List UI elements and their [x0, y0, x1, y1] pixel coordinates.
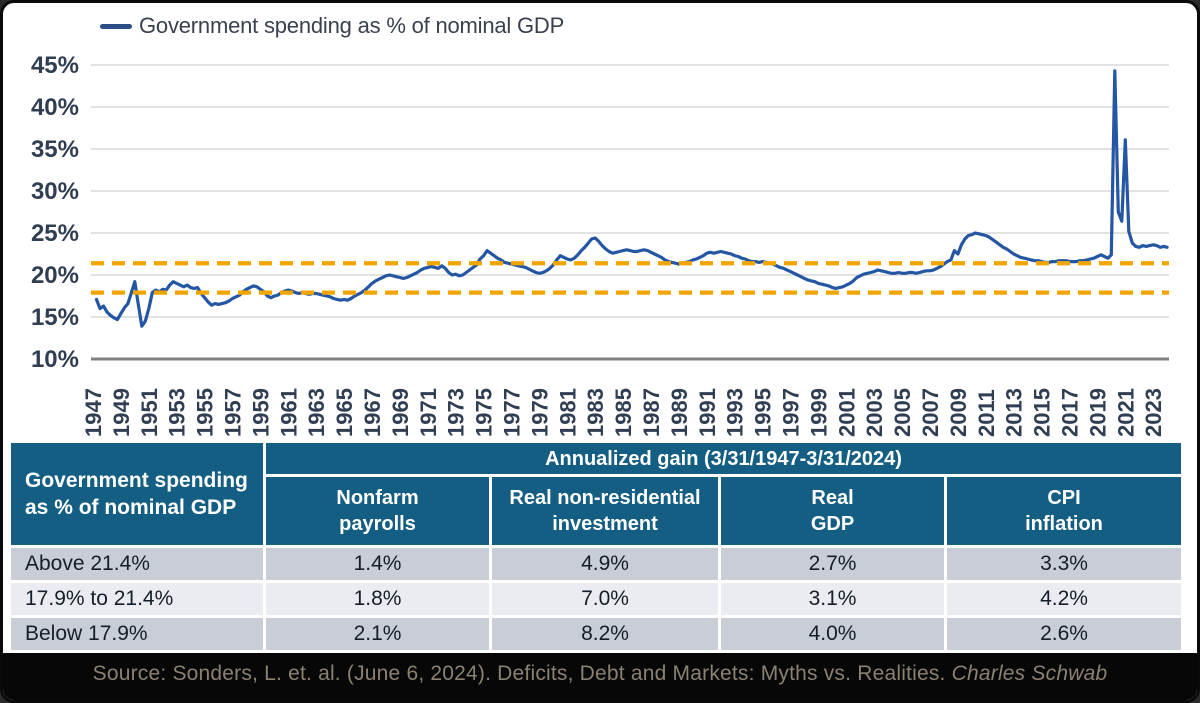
x-tick-label: 1971: [416, 388, 441, 437]
header-gap: [266, 474, 1181, 477]
x-tick-label: 1949: [109, 388, 134, 437]
row-label: Below 17.9%: [11, 618, 263, 650]
x-tick-label: 2019: [1085, 388, 1110, 437]
spending-chart-svg: 45% 40% 35% 30% 25% 20% 15% 10%1947 1949 1951 1953…: [31, 52, 1169, 437]
table-column-header-2: Real non-residential investment: [492, 477, 718, 545]
x-tick-label: 2021: [1113, 388, 1138, 437]
y-tick-label: 10%: [31, 346, 79, 373]
x-tick-label: 1967: [360, 388, 385, 437]
x-tick-label: 1961: [276, 388, 301, 437]
table-column-header-3: Real GDP: [721, 477, 944, 545]
x-tick-label: 1983: [583, 388, 608, 437]
legend-line-swatch: [100, 23, 132, 29]
annualized-gain-table: Government spending as % of nominal GDP …: [11, 443, 1181, 650]
x-tick-label: 2009: [946, 388, 971, 437]
x-tick-label: 1993: [723, 388, 748, 437]
table-column-header-4: CPI inflation: [947, 477, 1181, 545]
x-tick-label: 1947: [81, 388, 106, 437]
x-tick-label: 1987: [639, 388, 664, 437]
x-tick-label: 1959: [248, 388, 273, 437]
legend-label: Government spending as % of nominal GDP: [139, 13, 565, 38]
x-tick-label: 2023: [1141, 388, 1166, 437]
row-value: 4.0%: [721, 618, 944, 650]
row-value: 1.8%: [266, 583, 489, 615]
table-header: Government spending as % of nominal GDP …: [11, 443, 1181, 545]
x-tick-label: 1973: [444, 388, 469, 437]
x-tick-label: 2005: [890, 388, 915, 437]
y-tick-label: 15%: [31, 304, 79, 331]
spending-line: [94, 69, 1169, 328]
x-tick-label: 2011: [974, 389, 999, 437]
y-tick-label: 35%: [31, 136, 79, 163]
x-tick-label: 1997: [779, 388, 804, 437]
x-tick-label: 2013: [1002, 388, 1027, 437]
x-tick-label: 1953: [165, 388, 190, 437]
x-tick-label: 2017: [1058, 388, 1083, 437]
source-bar: Source: Sonders, L. et. al. (June 6, 202…: [3, 653, 1197, 700]
row-value: 4.9%: [492, 548, 718, 580]
row-value: 2.7%: [721, 548, 944, 580]
y-tick-label: 45%: [31, 52, 79, 79]
row-value: 2.6%: [947, 618, 1181, 650]
x-tick-label: 1977: [500, 388, 525, 437]
row-value: 7.0%: [492, 583, 718, 615]
row-value: 3.1%: [721, 583, 944, 615]
x-tick-label: 1975: [472, 388, 497, 437]
x-tick-label: 1999: [806, 388, 831, 437]
row-value: 8.2%: [492, 618, 718, 650]
row-value: 3.3%: [947, 548, 1181, 580]
table-left-header: Government spending as % of nominal GDP: [11, 443, 263, 545]
source-text: Source: Sonders, L. et. al. (June 6, 202…: [93, 662, 1108, 686]
x-tick-label: 1965: [332, 388, 357, 437]
row-value: 2.1%: [266, 618, 489, 650]
x-tick-label: 1991: [695, 388, 720, 437]
x-tick-label: 1963: [304, 388, 329, 437]
x-tick-label: 1951: [137, 388, 162, 437]
y-tick-label: 30%: [31, 178, 79, 205]
chart-legend: Government spending as % of nominal GDP: [100, 13, 564, 39]
x-tick-label: 1957: [221, 388, 246, 437]
x-tick-label: 1989: [667, 388, 692, 437]
x-tick-label: 2003: [862, 388, 887, 437]
x-tick-label: 2001: [834, 388, 859, 437]
row-label: 17.9% to 21.4%: [11, 583, 263, 615]
row-value: 1.4%: [266, 548, 489, 580]
y-tick-label: 40%: [31, 94, 79, 121]
table-column-header-1: Nonfarm payrolls: [266, 477, 489, 545]
x-tick-label: 2007: [918, 388, 943, 437]
x-tick-label: 1985: [611, 388, 636, 437]
row-label: Above 21.4%: [11, 548, 263, 580]
x-tick-label: 1979: [527, 388, 552, 437]
x-tick-label: 1981: [555, 388, 580, 437]
table-span-header: Annualized gain (3/31/1947-3/31/2024): [266, 443, 1181, 474]
y-tick-label: 25%: [31, 220, 79, 247]
source-citation: Source: Sonders, L. et. al. (June 6, 202…: [92, 662, 952, 685]
table-body: Above 21.4% 1.4% 4.9% 2.7% 3.3% 17.9% to 21.4…: [11, 548, 1181, 650]
x-tick-label: 1969: [388, 388, 413, 437]
x-tick-label: 1955: [193, 388, 218, 437]
y-tick-label: 20%: [31, 262, 79, 289]
x-tick-label: 1995: [751, 388, 776, 437]
x-tick-label: 2015: [1030, 388, 1055, 437]
row-value: 4.2%: [947, 583, 1181, 615]
source-publication: Charles Schwab: [951, 662, 1108, 685]
